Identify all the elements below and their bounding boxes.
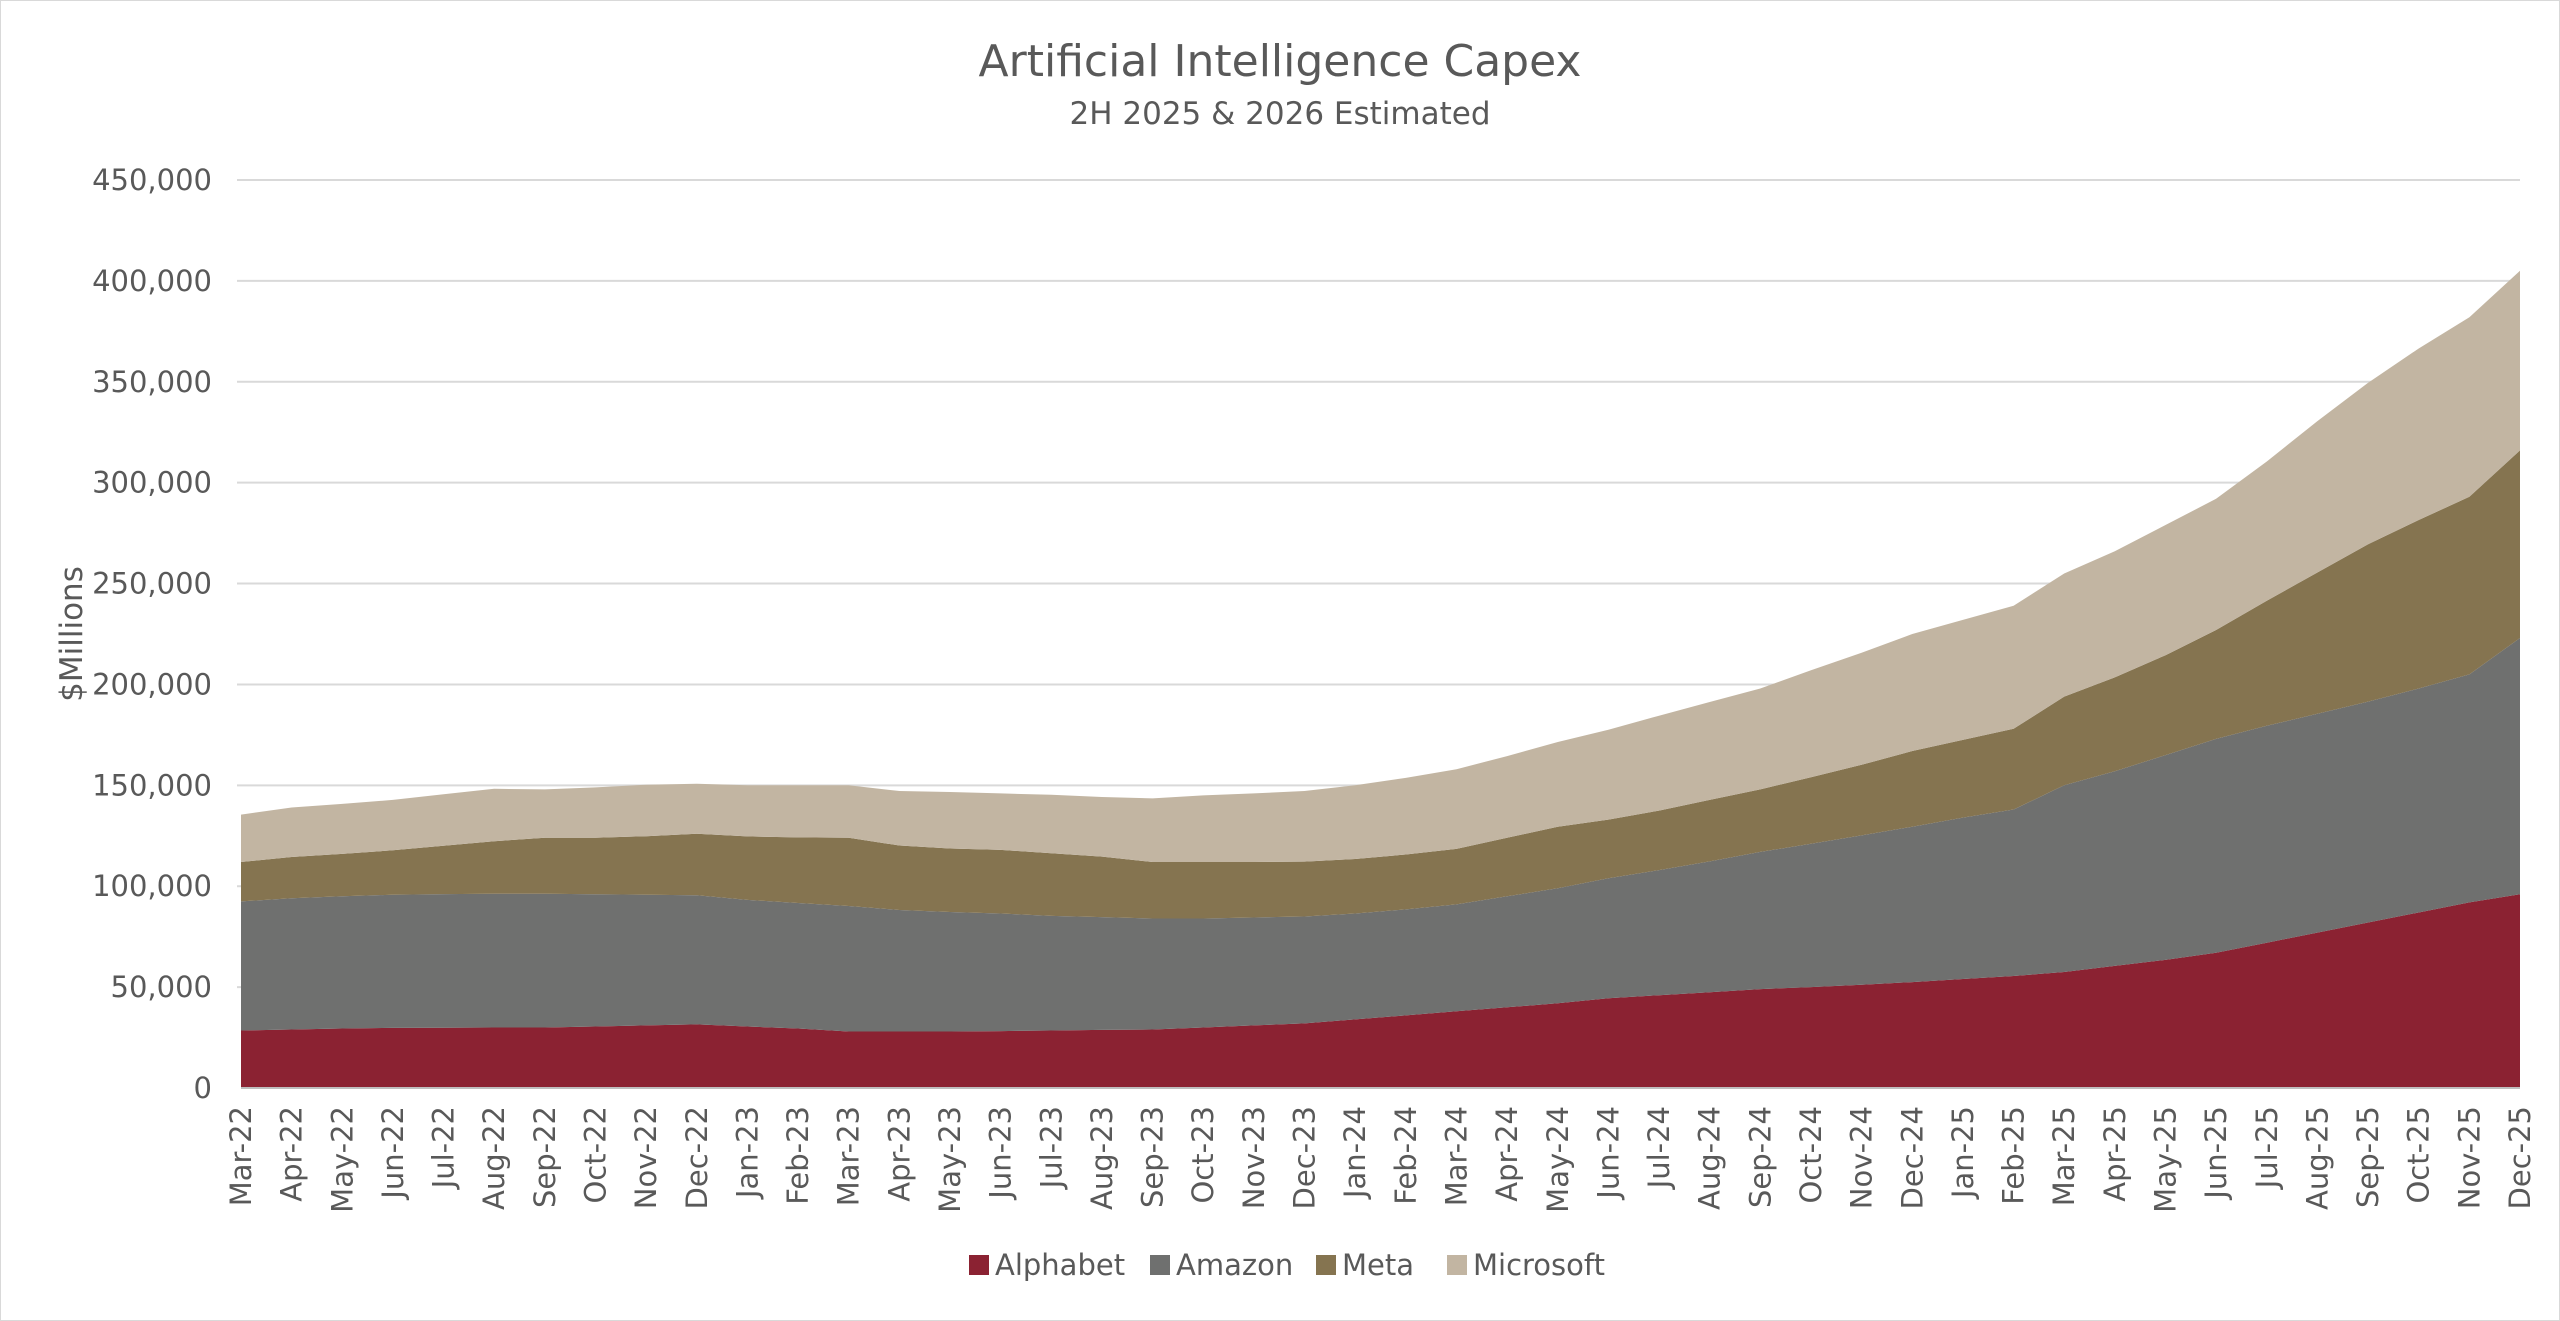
y-tick-label: 100,000 [92,869,212,903]
x-tick-label: Dec-24 [1895,1106,1929,1209]
x-tick-label: Jul-22 [427,1106,461,1190]
x-tick-label: Oct-25 [2402,1106,2436,1204]
x-tick-label: Oct-24 [1794,1106,1828,1204]
x-tick-label: Jul-24 [1642,1106,1676,1190]
x-tick-label: Apr-25 [2098,1106,2132,1202]
x-tick-label: Nov-23 [1237,1106,1271,1209]
chart-subtitle: 2H 2025 & 2026 Estimated [1069,96,1490,132]
legend-swatch [1316,1255,1336,1275]
x-tick-label: Dec-25 [2503,1106,2537,1209]
series-areas [241,270,2520,1089]
x-tick-label: Apr-23 [882,1106,916,1202]
y-axis-label: $Millions [54,566,90,702]
x-tick-label: Nov-25 [2452,1106,2486,1209]
y-tick-label: 350,000 [92,365,212,399]
x-tick-label: Oct-23 [1186,1106,1220,1204]
x-tick-label: Aug-23 [1085,1106,1119,1210]
x-tick-label: Jun-25 [2199,1106,2233,1201]
x-tick-label: Dec-23 [1288,1106,1322,1209]
legend: Alphabet Amazon Meta Microsoft [969,1248,1605,1282]
legend-label: Alphabet [995,1248,1125,1282]
x-tick-label: Jan-23 [730,1106,764,1200]
x-tick-label: Aug-24 [1693,1106,1727,1210]
legend-label: Amazon [1176,1248,1293,1282]
x-tick-label: Mar-23 [832,1106,866,1206]
y-tick-labels: 0 50,000 100,000 150,000 200,000 250,000 300,0… [92,163,212,1105]
x-tick-label: May-24 [1541,1106,1575,1213]
series-area-meta [241,450,2520,919]
x-tick-label: Jul-23 [1034,1106,1068,1190]
x-tick-label: Apr-22 [275,1106,309,1202]
legend-label: Microsoft [1473,1248,1605,1282]
x-tick-label: Nov-22 [629,1106,663,1209]
x-tick-label: Sep-22 [528,1106,562,1208]
y-tick-label: 200,000 [92,667,212,701]
legend-item-microsoft: Microsoft [1447,1248,1605,1282]
x-tick-labels: Mar-22 Apr-22 May-22 Jun-22 Jul-22 Aug-22 Sep-… [224,1106,2537,1213]
chart-title: Artificial Intelligence Capex [979,36,1582,87]
x-tick-label: Jan-25 [1946,1106,1980,1200]
x-tick-label: Sep-23 [1136,1106,1170,1208]
series-area-microsoft [241,270,2520,862]
y-tick-label: 250,000 [92,567,212,601]
x-tick-label: Dec-22 [680,1106,714,1209]
x-tick-label: Nov-24 [1845,1106,1879,1209]
x-tick-label: Mar-24 [1440,1106,1474,1206]
y-tick-label: 50,000 [111,970,212,1004]
x-tick-label: Feb-24 [1389,1106,1423,1205]
y-tick-label: 300,000 [92,466,212,500]
x-tick-label: Sep-24 [1743,1106,1777,1208]
x-tick-label: Sep-25 [2351,1106,2385,1208]
series-area-alphabet [241,894,2520,1088]
legend-item-meta: Meta [1316,1248,1414,1282]
x-tick-label: Aug-22 [477,1106,511,1210]
x-tick-label: Oct-22 [579,1106,613,1204]
y-tick-label: 0 [194,1071,212,1105]
legend-item-amazon: Amazon [1150,1248,1293,1282]
x-tick-label: Jun-24 [1591,1106,1625,1201]
x-tick-label: Mar-25 [2047,1106,2081,1206]
x-tick-label: Jan-24 [1338,1106,1372,1200]
legend-item-alphabet: Alphabet [969,1248,1125,1282]
y-tick-label: 450,000 [92,163,212,197]
series-area-amazon [241,638,2520,1032]
x-tick-label: Jul-25 [2250,1106,2284,1190]
x-tick-label: Apr-24 [1490,1106,1524,1202]
x-tick-label: Feb-25 [1997,1106,2031,1205]
y-tick-label: 150,000 [92,768,212,802]
x-tick-label: May-22 [325,1106,359,1213]
legend-label: Meta [1342,1248,1414,1282]
x-tick-label: Jun-22 [376,1106,410,1201]
x-tick-label: May-25 [2149,1106,2183,1213]
x-tick-label: Feb-23 [781,1106,815,1205]
x-tick-label: Mar-22 [224,1106,258,1206]
legend-swatch [969,1255,989,1275]
x-tick-label: May-23 [933,1106,967,1213]
x-tick-label: Jun-23 [984,1106,1018,1201]
legend-swatch [1150,1255,1170,1275]
x-tick-label: Aug-25 [2300,1106,2334,1210]
legend-swatch [1447,1255,1467,1275]
y-tick-label: 400,000 [92,264,212,298]
